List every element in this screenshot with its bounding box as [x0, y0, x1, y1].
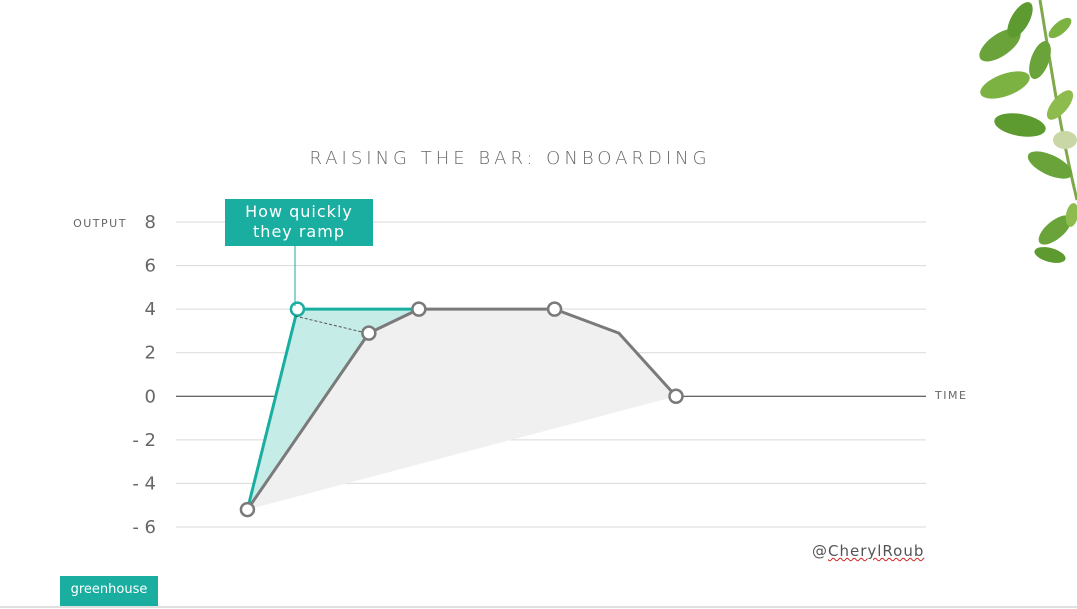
- data-point: [546, 301, 563, 317]
- data-point: [411, 301, 427, 317]
- data-point: [668, 388, 684, 405]
- y-tick-label: - 4: [132, 473, 156, 494]
- y-axis-label: OUTPUT: [73, 217, 127, 230]
- y-tick-label: 0: [145, 386, 156, 407]
- data-point: [239, 501, 256, 518]
- bottom-rule: [0, 606, 1077, 608]
- x-axis-label: TIME: [934, 389, 967, 402]
- y-tick-label: 4: [145, 299, 156, 320]
- callout-dashed-line: [294, 315, 363, 333]
- series-area: [247, 309, 419, 510]
- data-point: [361, 325, 377, 341]
- series-area: [247, 309, 676, 510]
- handle-name: CherylRoub: [828, 542, 925, 560]
- y-tick-labels: 8 6 4 2 0 - 2 - 4 - 6: [132, 212, 156, 538]
- callout-box: How quickly they ramp: [225, 199, 373, 246]
- greenhouse-logo: greenhouse: [60, 576, 158, 606]
- y-tick-label: 2: [145, 343, 156, 364]
- series-line: [246, 307, 678, 511]
- series-markers: [239, 301, 684, 518]
- leaf-branch-icon: [979, 0, 1077, 263]
- y-tick-label: 6: [145, 256, 156, 277]
- y-tick-label: - 2: [132, 430, 156, 451]
- handle-at: @: [812, 542, 828, 560]
- twitter-handle[interactable]: @CherylRoub: [812, 542, 924, 560]
- y-tick-label: 8: [145, 212, 156, 233]
- chart-title: RAISING THE BAR: ONBOARDING: [309, 148, 711, 169]
- y-tick-label: - 6: [132, 517, 156, 538]
- data-point: [289, 301, 306, 317]
- area-fills: [247, 309, 676, 510]
